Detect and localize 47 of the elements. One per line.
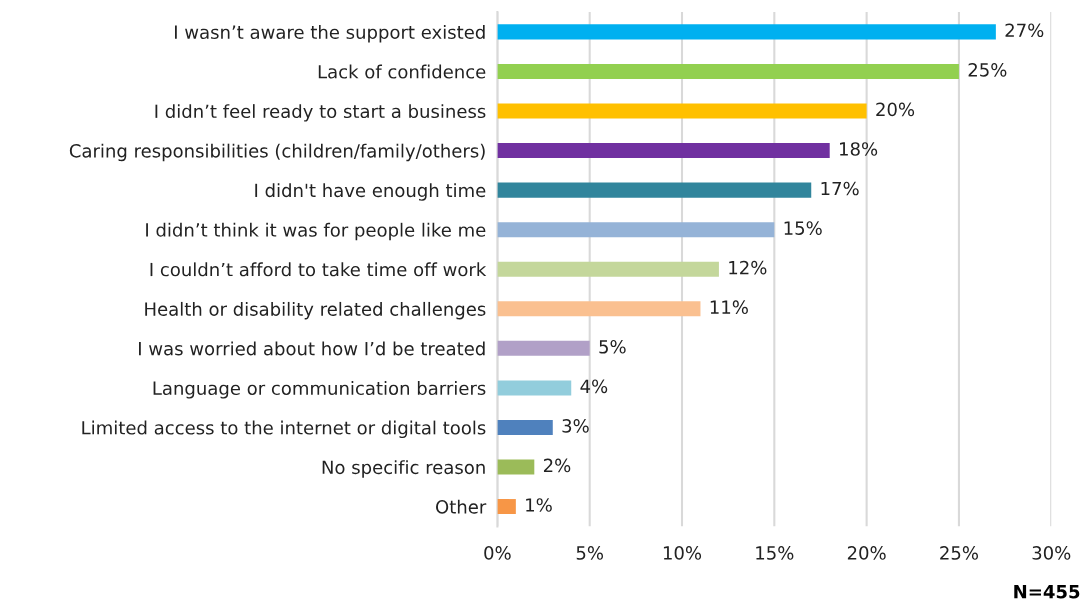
- y-tick-label: Language or communication barriers: [153, 381, 486, 399]
- x-tick-label: 15%: [756, 546, 794, 560]
- data-label: 1%: [526, 498, 552, 512]
- bar: [497, 143, 830, 159]
- data-label: 4%: [580, 379, 608, 394]
- y-tick-label: I didn’t feel ready to start a business: [155, 104, 486, 122]
- y-tick-label: Other: [436, 499, 487, 514]
- y-tick-label: I was worried about how I’d be treated: [139, 341, 485, 356]
- data-label: 27%: [1005, 23, 1044, 38]
- y-tick-label: Limited access to the internet or digital tools: [82, 420, 486, 439]
- bar: [497, 182, 812, 198]
- bar: [497, 419, 553, 435]
- y-tick-label: I wasn’t aware the support existed: [175, 25, 485, 43]
- x-tick-label: 25%: [940, 546, 979, 560]
- y-tick-label: No specific reason: [322, 460, 485, 478]
- x-tick-label: 0%: [484, 546, 511, 560]
- y-tick-label: I couldn’t afford to take time off work: [150, 262, 487, 277]
- data-label: 5%: [599, 339, 626, 354]
- x-tick-label: 10%: [663, 546, 702, 560]
- data-label: 12%: [729, 260, 767, 275]
- y-tick-label: I didn’t think it was for people like me: [146, 222, 486, 241]
- y-tick-label: I didn't have enough time: [255, 183, 486, 201]
- data-label: 18%: [840, 142, 878, 156]
- bar: [497, 24, 996, 40]
- bar: [497, 222, 775, 238]
- data-label: 15%: [784, 221, 822, 235]
- bar: [497, 63, 959, 79]
- data-label: 11%: [710, 300, 748, 315]
- bar: [497, 301, 701, 317]
- bar: [497, 499, 516, 515]
- x-tick-label: 5%: [576, 546, 604, 560]
- bar: [497, 261, 719, 277]
- data-label: 17%: [821, 181, 859, 196]
- y-tick-label: Caring responsibilities (children/family/others): [69, 143, 485, 162]
- y-tick-label: Health or disability related challenges: [145, 301, 486, 320]
- data-label: 2%: [543, 458, 571, 473]
- data-label: 25%: [968, 63, 1007, 77]
- data-label: 3%: [562, 419, 589, 433]
- x-tick-label: 20%: [847, 546, 886, 560]
- x-tick-label: 30%: [1032, 546, 1071, 560]
- bar: [497, 340, 590, 356]
- bar: [497, 459, 535, 475]
- text: N=455: [1014, 585, 1080, 599]
- bar: [497, 380, 572, 396]
- y-tick-label: Lack of confidence: [318, 64, 486, 79]
- bar: [497, 103, 867, 119]
- data-label: 20%: [876, 102, 915, 117]
